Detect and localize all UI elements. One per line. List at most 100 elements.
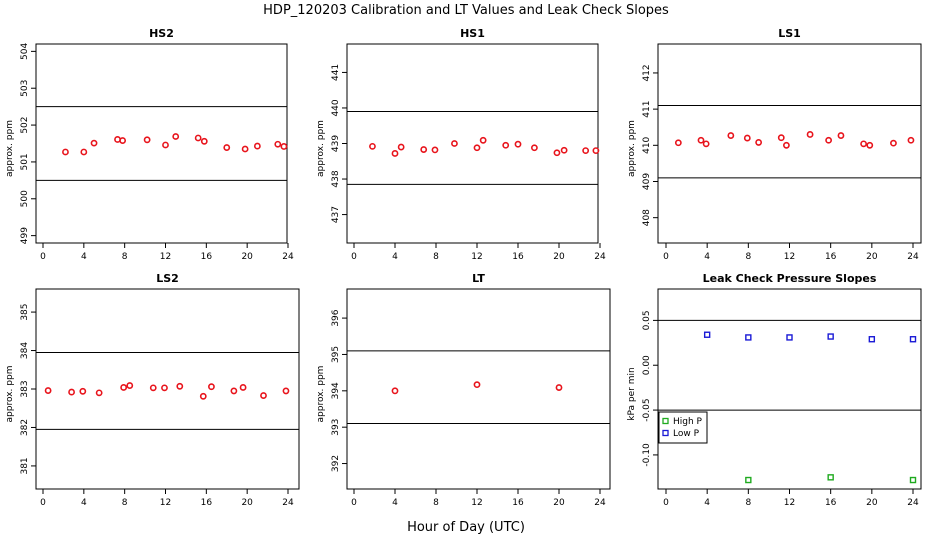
y-tick-label: 393 (331, 419, 341, 436)
x-tick-label: 20 (553, 252, 565, 262)
x-tick-label: 4 (81, 498, 87, 508)
data-point (431, 146, 439, 154)
x-tick-label: 8 (122, 498, 128, 508)
y-tick-label: 439 (331, 135, 341, 152)
x-tick-label: 12 (160, 498, 171, 508)
data-point (176, 382, 184, 390)
y-tick-label: 410 (642, 136, 652, 153)
x-tick-label: 0 (351, 498, 357, 508)
y-tick-label: 504 (20, 43, 30, 60)
x-tick-label: 20 (553, 498, 565, 508)
x-tick-label: 24 (594, 252, 606, 262)
data-point (119, 137, 127, 144)
x-tick-label: 24 (907, 252, 919, 262)
data-point (161, 384, 168, 392)
y-tick-label: 381 (20, 457, 30, 474)
x-tick-label: 20 (241, 252, 253, 262)
data-point (280, 143, 288, 150)
x-tick-label: 0 (40, 498, 46, 508)
x-tick-label: 0 (663, 498, 669, 508)
data-point (502, 141, 510, 149)
y-tick-label: 438 (331, 170, 341, 187)
x-tick-label: 8 (745, 498, 751, 508)
y-tick-label: -0.10 (642, 443, 652, 467)
data-point (194, 134, 202, 142)
data-point (727, 132, 735, 139)
data-point (80, 148, 88, 156)
panel-title: HS1 (460, 27, 485, 40)
data-point (702, 140, 710, 148)
panel-title: LT (472, 272, 485, 285)
panel-title: Leak Check Pressure Slopes (703, 272, 877, 285)
x-tick-label: 12 (160, 252, 171, 262)
data-point (553, 149, 561, 157)
y-tick-label: 409 (642, 173, 652, 190)
data-point (208, 383, 215, 391)
x-tick-label: 4 (704, 498, 710, 508)
x-tick-label: 8 (745, 252, 751, 262)
y-tick-label: 392 (331, 455, 341, 472)
data-point (837, 132, 845, 139)
data-point (827, 474, 834, 481)
data-point (68, 388, 75, 396)
y-tick-label: 408 (642, 209, 652, 226)
x-tick-label: 16 (201, 498, 213, 508)
x-tick-label: 4 (392, 252, 398, 262)
y-tick-label: 502 (20, 116, 30, 133)
y-tick-label: 441 (331, 64, 341, 81)
x-tick-label: 24 (594, 498, 606, 508)
x-tick-label: 24 (282, 498, 294, 508)
data-point (786, 334, 793, 341)
data-point (172, 133, 180, 140)
data-point (806, 131, 814, 138)
y-tick-label: 412 (642, 64, 652, 81)
data-point (868, 336, 876, 343)
x-tick-label: 20 (241, 498, 253, 508)
y-axis-label: approx. ppm (316, 366, 326, 423)
x-tick-label: 4 (704, 252, 710, 262)
data-point (199, 392, 207, 400)
data-point (451, 140, 458, 147)
chart-panel-1: HS2 0 4 8 12 16 20 24 499 500 501 502 503 504 approx. … (5, 27, 294, 262)
data-point (777, 134, 785, 142)
y-tick-label: 0.00 (642, 355, 652, 375)
data-point (582, 147, 590, 155)
data-point (62, 148, 69, 156)
x-tick-label: 16 (825, 498, 837, 508)
legend-label: Low P (673, 429, 700, 439)
data-point (282, 387, 290, 395)
x-tick-label: 12 (784, 252, 795, 262)
data-point (890, 139, 897, 147)
x-tick-label: 0 (351, 252, 357, 262)
y-tick-label: 440 (331, 99, 341, 116)
y-tick-label: 385 (20, 303, 30, 320)
data-point (120, 384, 128, 391)
data-point (200, 137, 208, 145)
x-tick-label: 24 (907, 498, 919, 508)
legend-marker (662, 429, 669, 437)
data-point (755, 139, 763, 146)
data-point (555, 384, 563, 391)
y-tick-label: 394 (331, 382, 341, 399)
data-point (592, 147, 600, 155)
data-point (162, 141, 169, 149)
y-tick-label: -0.05 (642, 398, 652, 421)
x-tick-label: 12 (471, 252, 482, 262)
plot-frame (35, 43, 288, 244)
data-point (909, 336, 917, 343)
y-tick-label: 437 (331, 206, 341, 223)
data-point (274, 140, 282, 148)
data-point (783, 141, 790, 149)
panel-title: LS1 (778, 27, 801, 40)
x-tick-label: 4 (81, 252, 87, 262)
data-point (473, 381, 481, 389)
y-tick-label: 503 (20, 80, 30, 97)
x-tick-label: 8 (433, 498, 439, 508)
x-tick-label: 24 (282, 252, 294, 262)
x-tick-label: 20 (866, 498, 878, 508)
x-tick-label: 16 (825, 252, 837, 262)
y-axis-label: approx. ppm (627, 120, 637, 177)
data-point (369, 142, 376, 150)
y-tick-label: 382 (20, 419, 30, 436)
